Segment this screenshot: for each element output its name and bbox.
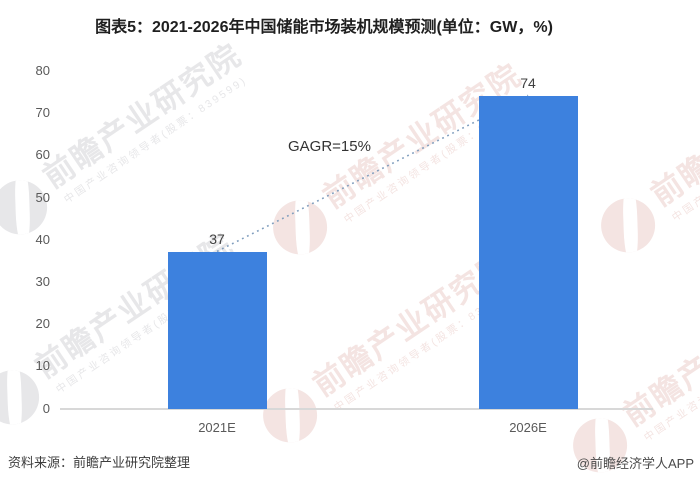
y-axis-tick-label: 0 <box>42 400 50 416</box>
y-axis-tick-label: 10 <box>35 358 50 374</box>
bar-value-label: 74 <box>520 75 536 92</box>
credit-note: @前瞻经济学人APP <box>576 456 694 471</box>
source-note: 资料来源：前瞻产业研究院整理 <box>8 455 191 470</box>
y-axis-tick-label: 80 <box>35 63 50 78</box>
bar-2026e <box>478 96 578 409</box>
bar-value-label: 37 <box>209 231 225 248</box>
x-axis-label: 2021E <box>198 420 236 435</box>
chart-title: 图表5：2021-2026年中国储能市场装机规模预测(单位：GW，%) <box>95 19 553 36</box>
y-axis-tick-label: 60 <box>35 147 50 163</box>
y-axis-tick-label: 50 <box>35 189 50 205</box>
y-axis-tick-label: 30 <box>35 273 50 289</box>
x-axis-label: 2026E <box>509 420 547 435</box>
x-axis-line <box>60 408 653 410</box>
y-axis-tick-label: 70 <box>35 105 50 121</box>
y-axis-tick-label: 20 <box>35 316 50 332</box>
y-axis-tick-label: 40 <box>35 231 50 247</box>
bar-2021e <box>167 252 267 409</box>
cagr-annotation: GAGR=15% <box>288 138 371 155</box>
